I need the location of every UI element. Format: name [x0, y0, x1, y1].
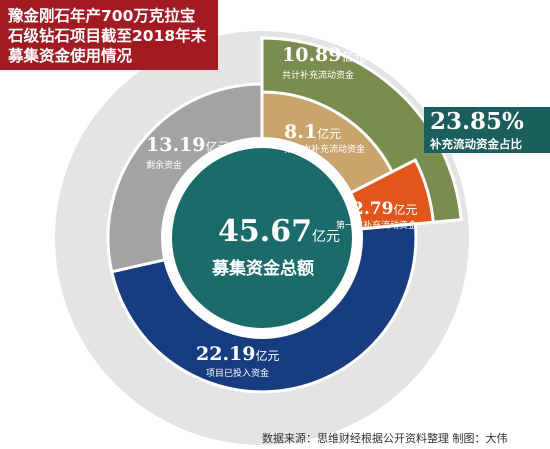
- slice-value-2: 8.1亿元: [284, 121, 341, 143]
- share-callout: 23.85% 补充流动资金占比: [424, 107, 550, 153]
- share-label: 补充流动资金占比: [430, 137, 522, 151]
- total-value: 45.67亿元: [218, 214, 340, 249]
- title-line-3: 募集资金使用情况: [8, 47, 133, 65]
- title-line-1: 豫金刚石年产700万克拉宝: [8, 7, 196, 25]
- slice-value-0: 22.19亿元: [196, 343, 280, 365]
- center-disc: [172, 148, 352, 328]
- outer-segment-value: 10.89亿元: [282, 44, 366, 66]
- slice-label-1: 剩余资金: [146, 159, 182, 171]
- outer-segment-label: 共计补充流动资金: [282, 69, 354, 81]
- slice-value-1: 13.19亿元: [146, 134, 230, 156]
- slice-label-3: 第一次补充流动资金: [336, 219, 417, 231]
- title-line-2: 石级钻石项目截至2018年末: [8, 27, 207, 45]
- share-percent: 23.85%: [430, 108, 524, 135]
- slice-value-3: 2.79亿元: [352, 199, 417, 219]
- slice-label-2: 第二次补充流动资金: [284, 143, 365, 155]
- chart-title: 豫金刚石年产700万克拉宝 石级钻石项目截至2018年末 募集资金使用情况: [0, 0, 218, 70]
- total-label: 募集资金总额: [211, 258, 314, 279]
- source-note: 数据来源：思维财经根据公开资料整理 制图：大伟: [262, 432, 508, 445]
- slice-label-0: 项目已投入资金: [206, 367, 269, 379]
